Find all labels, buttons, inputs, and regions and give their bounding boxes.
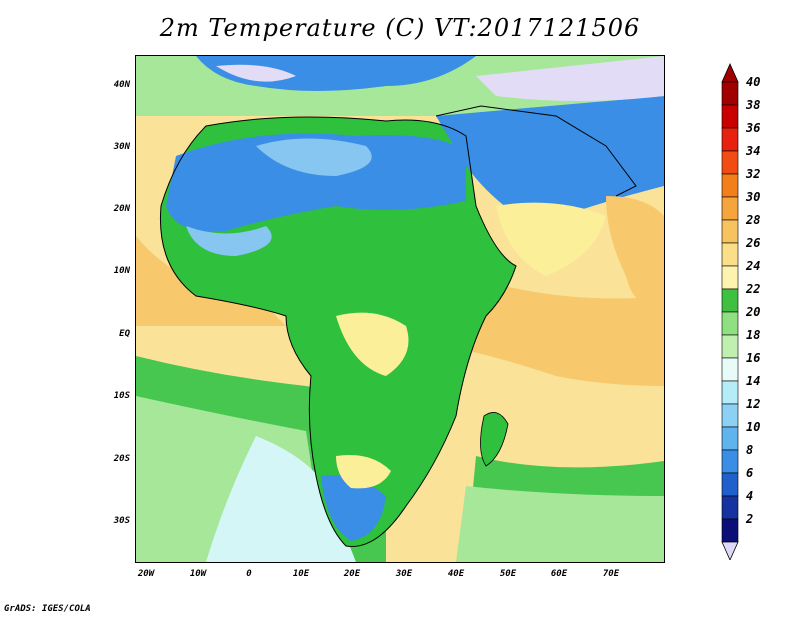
temperature-field [136,56,664,562]
sahel-light-region [186,226,272,256]
colorbar-tick-label: 8 [746,443,754,457]
lat-label: 20S [113,454,130,464]
iberia-cold-patch [216,64,296,82]
colorbar-bottom-arrow [721,541,739,560]
colorbar-segment [721,196,739,221]
middle-east-cool-region [436,96,664,226]
lon-label: 70E [602,569,620,579]
sahara-cool-region [166,133,466,232]
colorbar-tick-label: 32 [746,167,761,181]
colorbar-tick-label: 24 [746,259,761,273]
colorbar-tick-label: 26 [746,236,761,250]
colorbar-segment [721,472,739,497]
colorbar-segment [721,518,739,543]
colorbar-tick-label: 20 [746,305,761,319]
colorbar-segment [721,288,739,313]
colorbar-segment [721,311,739,336]
lon-label: 10E [292,569,310,579]
colorbar-segment [721,81,739,106]
southern-africa-cool-patch [321,475,386,541]
colorbar-segment [721,265,739,290]
colorbar-tick-label: 36 [746,121,761,135]
colorbar-segment [721,104,739,129]
southern-ocean-light-band [456,486,664,562]
colorbar-tick-label: 10 [746,420,761,434]
colorbar-top-arrow [721,63,739,83]
colorbar-segment [721,150,739,175]
madagascar [480,412,509,467]
lon-label: 10W [189,569,207,579]
lat-label: EQ [119,329,130,339]
colorbar-tick-label: 4 [746,489,754,503]
colorbar-segment [721,357,739,382]
lon-label: 50E [499,569,517,579]
credit-text: GrADS: IGES/COLA [4,604,91,614]
africa-coastline [159,116,517,547]
colorbar-segment [721,334,739,359]
temperature-map [135,55,665,563]
lat-label: 20N [113,204,130,214]
colorbar-tick-label: 30 [746,190,761,204]
colorbar-tick-label: 34 [746,144,761,158]
lat-label: 40N [113,80,130,90]
lat-label: 10N [113,266,130,276]
india-warm-region [606,196,664,303]
colorbar-tick-label: 38 [746,98,761,112]
colorbar-tick-label: 14 [746,374,761,388]
lat-label: 30N [113,142,130,152]
colorbar-segment [721,426,739,451]
colorbar-tick-label: 40 [746,75,761,89]
lon-label: 20E [343,569,361,579]
central-africa-warm-patch [336,312,409,376]
colorbar-tick-label: 12 [746,397,761,411]
lon-label: 40E [447,569,465,579]
lat-label: 30S [113,516,130,526]
colorbar [721,63,739,560]
colorbar-tick-label: 16 [746,351,761,365]
colorbar-segment [721,219,739,244]
caucasus-cold-region [476,56,664,101]
lon-label: 60E [550,569,568,579]
lat-label: 10S [113,391,130,401]
sahara-light-region [256,138,372,176]
colorbar-segment [721,242,739,267]
lon-label: 20W [137,569,155,579]
colorbar-tick-label: 22 [746,282,761,296]
colorbar-segment [721,495,739,520]
europe-cool-region [196,56,476,91]
colorbar-tick-label: 18 [746,328,761,342]
map-title: 2m Temperature (C) VT:2017121506 [159,14,641,42]
colorbar-segment [721,403,739,428]
colorbar-tick-label: 2 [746,512,754,526]
lon-label: 30E [395,569,413,579]
colorbar-segment [721,380,739,405]
arabia-warm-region [496,202,606,276]
colorbar-segment [721,449,739,474]
colorbar-tick-label: 28 [746,213,761,227]
kalahari-warm-patch [336,455,391,489]
benguela-pale-band [206,436,356,562]
middle-east-coastline [435,105,637,197]
lon-label: 0 [246,569,252,579]
colorbar-tick-label: 6 [746,466,754,480]
indian-ocean-warm-band [446,276,664,386]
colorbar-segment [721,173,739,198]
colorbar-segment [721,127,739,152]
